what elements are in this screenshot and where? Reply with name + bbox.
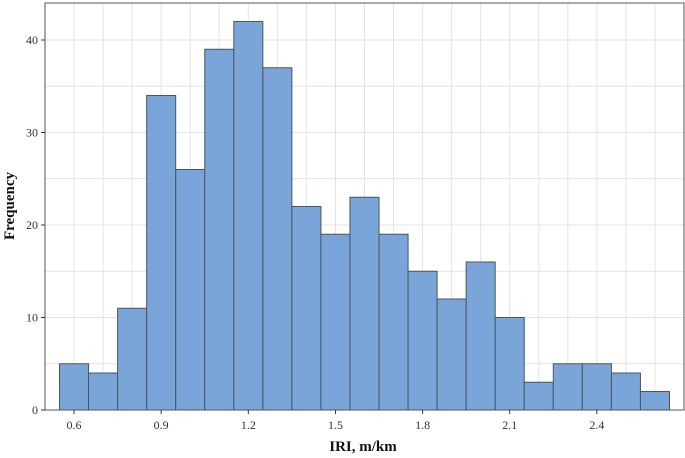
histogram-bar xyxy=(378,233,409,411)
histogram-bar xyxy=(349,196,380,411)
y-axis-ticks: 0 10 20 30 40 xyxy=(26,33,45,417)
x-axis-ticks: 0.6 0.9 1.2 1.5 1.8 2.1 2.4 xyxy=(67,410,604,432)
histogram-bar xyxy=(407,270,438,411)
histogram-bar xyxy=(465,261,496,411)
histogram-bar xyxy=(610,372,641,411)
x-tick-label: 1.2 xyxy=(241,418,256,432)
x-axis-title: IRI, m/km xyxy=(329,439,397,455)
y-tick-label: 40 xyxy=(26,33,38,47)
histogram-bar xyxy=(320,233,351,411)
plot-frame xyxy=(44,2,685,411)
x-tick-label: 1.8 xyxy=(415,418,430,432)
y-axis-title: Frequency xyxy=(2,171,18,240)
bars-layer xyxy=(59,21,670,411)
histogram-bar xyxy=(146,95,177,411)
histogram-bar xyxy=(117,307,148,411)
x-tick-label: 1.5 xyxy=(328,418,343,432)
y-tick-label: 20 xyxy=(26,218,38,232)
y-tick-label: 0 xyxy=(32,403,38,417)
x-tick-label: 0.6 xyxy=(67,418,82,432)
histogram-bar xyxy=(494,317,525,411)
histogram-bar xyxy=(59,363,90,411)
histogram-bar xyxy=(175,169,206,411)
histogram-bar xyxy=(262,67,293,411)
histogram-bar xyxy=(291,206,322,411)
y-tick-label: 10 xyxy=(26,311,38,325)
histogram-bar xyxy=(639,391,670,411)
histogram-bar xyxy=(233,21,264,411)
x-tick-label: 2.4 xyxy=(589,418,604,432)
histogram-bar xyxy=(88,372,119,411)
x-tick-label: 2.1 xyxy=(502,418,517,432)
histogram-bar xyxy=(552,363,583,411)
histogram-bar xyxy=(581,363,612,411)
x-tick-label: 0.9 xyxy=(154,418,169,432)
histogram-bar xyxy=(436,298,467,411)
histogram-bar xyxy=(204,48,235,411)
y-tick-label: 30 xyxy=(26,126,38,140)
histogram-bar xyxy=(523,381,554,411)
